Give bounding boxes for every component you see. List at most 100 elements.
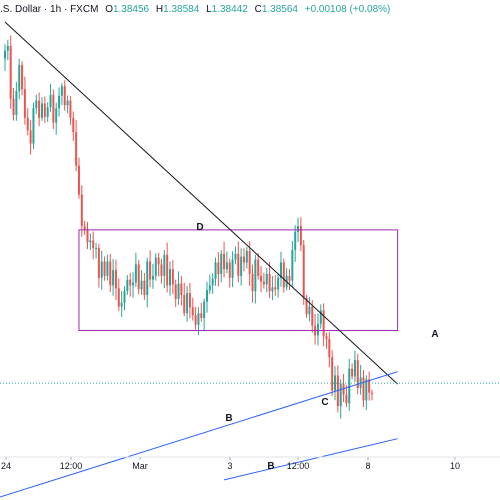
interval-label[interactable]: 1h	[50, 4, 62, 15]
candle-body	[319, 310, 322, 324]
candle-body	[277, 277, 280, 290]
candle-body	[83, 226, 86, 230]
candle-body	[245, 250, 248, 263]
candle-body	[214, 262, 217, 279]
candle-body	[251, 273, 254, 292]
candle-body	[29, 130, 32, 144]
candle-body	[166, 254, 169, 286]
candle-body	[334, 375, 337, 391]
symbol-name[interactable]: .S. Dollar	[0, 4, 42, 15]
candle-body	[328, 339, 331, 358]
candle-body	[109, 261, 112, 286]
label-b-lower[interactable]: B	[267, 461, 274, 472]
candle-body	[242, 256, 245, 263]
candle-body	[294, 231, 297, 250]
candle-body	[365, 379, 368, 401]
candle-body	[228, 262, 231, 278]
candle-body	[217, 262, 220, 274]
trendline-a[interactable]	[4, 21, 398, 385]
candle-body	[371, 392, 373, 394]
rectangle-drawing[interactable]	[78, 229, 399, 331]
candle-body	[254, 259, 257, 292]
candle-body	[339, 384, 342, 407]
label-b[interactable]: B	[225, 413, 232, 424]
candle-body	[55, 108, 58, 123]
candle-body	[134, 264, 137, 283]
candle-body	[262, 281, 265, 285]
candle-body	[299, 226, 302, 246]
candle-body	[237, 253, 240, 276]
candle-body	[23, 89, 26, 118]
candle-body	[208, 285, 211, 291]
candle-body	[40, 103, 43, 118]
candle-body	[77, 165, 80, 195]
candle-body	[120, 302, 123, 307]
candle-body	[129, 279, 132, 286]
candle-body	[268, 273, 271, 292]
candle-body	[274, 287, 277, 290]
candle-body	[137, 264, 140, 290]
candle-body	[97, 248, 100, 278]
candle-body	[260, 275, 263, 282]
candle-body	[112, 270, 115, 286]
label-a[interactable]: A	[431, 329, 438, 340]
channel-line-b[interactable]	[0, 371, 398, 499]
candle-body	[279, 262, 282, 278]
candle-body	[282, 262, 285, 288]
candle-body	[66, 100, 69, 106]
candle-body	[106, 261, 109, 276]
candle-body	[18, 65, 21, 91]
header-separator: ·	[43, 4, 48, 15]
candle-body	[92, 240, 95, 249]
candle-body	[348, 368, 351, 404]
candle-body	[21, 65, 24, 90]
candle-body	[123, 291, 126, 303]
candle-body	[100, 261, 103, 278]
candle-body	[151, 275, 154, 280]
candle-body	[191, 307, 194, 316]
candle-body	[9, 45, 12, 99]
low-label: L	[206, 4, 212, 15]
candle-body	[325, 336, 328, 340]
candle-body	[46, 107, 49, 117]
open-label: O	[105, 4, 113, 15]
x-tick-label: 24	[1, 461, 11, 471]
candle-body	[163, 254, 166, 276]
candle-body	[154, 257, 157, 276]
candle-body	[345, 394, 348, 404]
candle-body	[140, 280, 143, 290]
candle-body	[72, 117, 75, 133]
candle-body	[169, 269, 172, 286]
candle-body	[103, 261, 106, 276]
high-label: H	[155, 4, 164, 15]
channel-line-b[interactable]	[223, 438, 398, 481]
candle-body	[265, 273, 268, 285]
candle-body	[6, 45, 9, 51]
candle-body	[351, 368, 354, 377]
candle-body	[234, 253, 237, 260]
candle-body	[211, 278, 214, 286]
x-tick-label: 12:00	[287, 461, 310, 471]
candle-body	[188, 293, 191, 308]
label-c[interactable]: C	[321, 397, 328, 408]
candle-body	[63, 86, 66, 106]
candle-body	[353, 360, 356, 377]
candle-body	[86, 229, 89, 243]
candle-body	[240, 256, 243, 276]
candle-body	[174, 284, 177, 299]
x-tick-label: 3	[227, 461, 232, 471]
candle-body	[75, 132, 78, 166]
label-d[interactable]: D	[196, 222, 203, 233]
candle-body	[114, 270, 117, 289]
candle-body	[58, 95, 61, 109]
candle-body	[322, 310, 325, 337]
candle-body	[60, 86, 63, 96]
candle-body	[302, 245, 305, 298]
high-value: 1.38584	[163, 4, 200, 15]
close-label: C	[254, 4, 262, 15]
candle-body	[126, 279, 129, 292]
candle-body	[80, 194, 83, 227]
header-separator: ·	[63, 4, 68, 15]
candle-body	[342, 384, 345, 395]
